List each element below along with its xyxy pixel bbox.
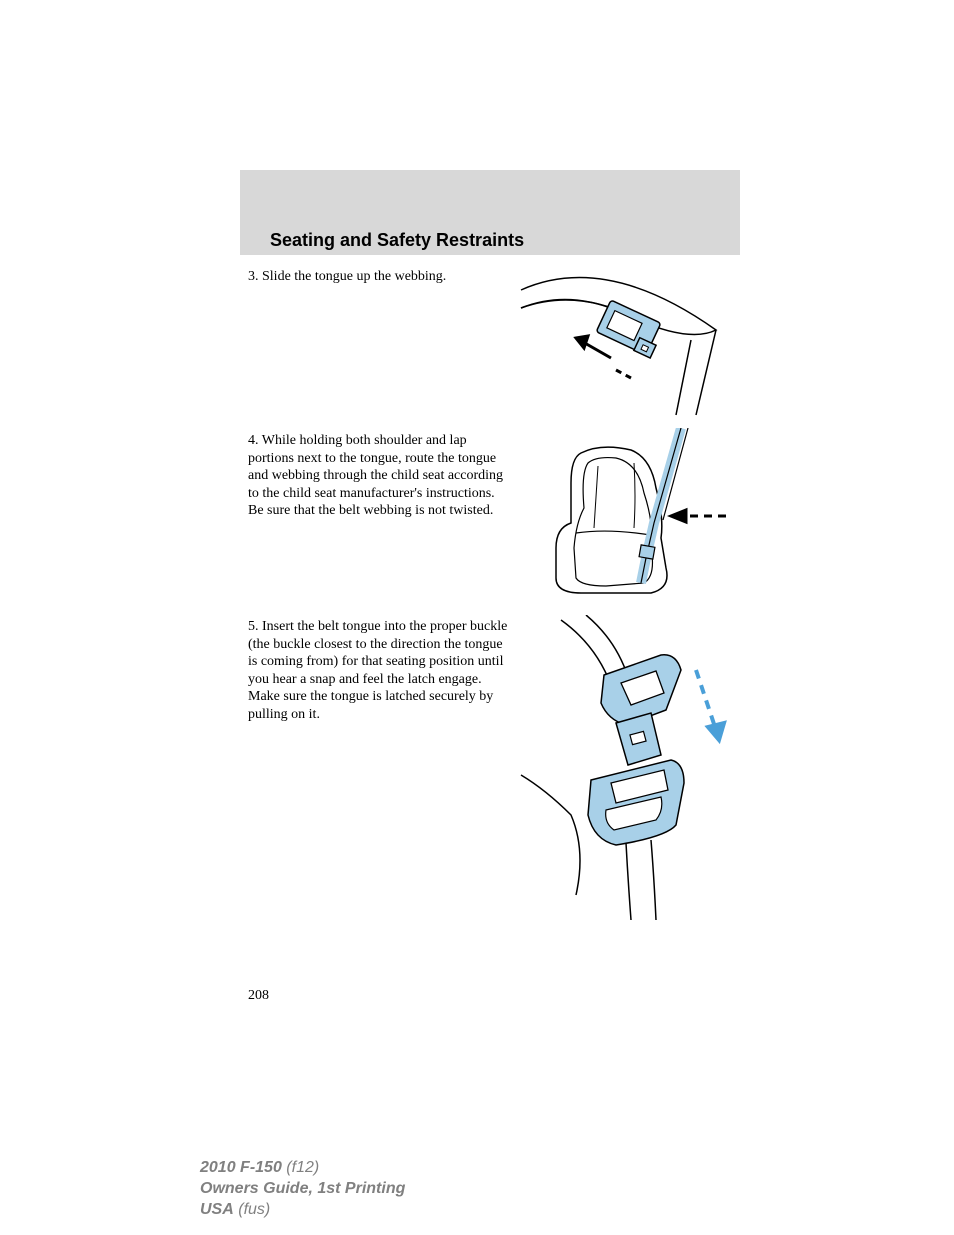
step-3-text: 3. Slide the tongue up the webbing. — [248, 268, 508, 286]
footer-model: 2010 F-150 — [200, 1159, 282, 1176]
footer-country: USA — [200, 1201, 234, 1218]
step-4-text: 4. While holding both shoulder and lap p… — [248, 432, 508, 520]
footer-guide: Owners Guide, 1st Printing — [200, 1180, 405, 1197]
section-title: Seating and Safety Restraints — [270, 230, 524, 251]
footer-model-code: (f12) — [286, 1159, 319, 1176]
page-number: 208 — [248, 988, 269, 1004]
step-5-text: 5. Insert the belt tongue into the prope… — [248, 618, 508, 723]
figure-tongue-slide — [516, 260, 726, 420]
footer-country-code: (fus) — [238, 1201, 270, 1218]
footer-block: 2010 F-150 (f12) Owners Guide, 1st Print… — [200, 1158, 405, 1220]
figure-tongue-buckle — [516, 615, 736, 925]
figure-child-seat — [516, 428, 731, 603]
